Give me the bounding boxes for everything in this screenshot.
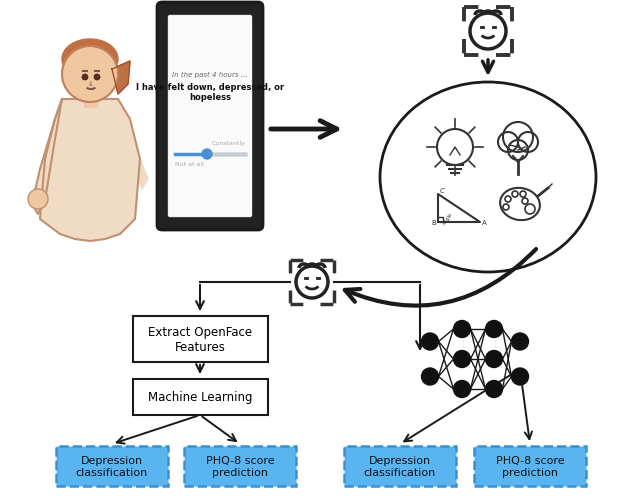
Text: In the past 4 hours ...: In the past 4 hours ...: [172, 72, 248, 78]
Ellipse shape: [62, 40, 118, 80]
Text: A: A: [482, 219, 486, 225]
FancyBboxPatch shape: [184, 446, 296, 486]
Text: C: C: [440, 188, 444, 193]
Circle shape: [28, 189, 48, 209]
Text: Machine Learning: Machine Learning: [148, 391, 252, 404]
Text: Depression
classification: Depression classification: [76, 455, 148, 477]
Text: PHQ-8 score
prediction: PHQ-8 score prediction: [496, 455, 564, 477]
FancyBboxPatch shape: [56, 446, 168, 486]
Circle shape: [454, 321, 470, 338]
Circle shape: [511, 368, 529, 385]
Circle shape: [422, 333, 438, 350]
FancyBboxPatch shape: [157, 3, 263, 230]
Text: Angle: Angle: [442, 211, 454, 226]
Circle shape: [94, 75, 100, 81]
Text: Not at all: Not at all: [175, 162, 204, 167]
Text: I have felt down, depressed, or
hopeless: I have felt down, depressed, or hopeless: [136, 83, 284, 102]
Text: Constantly: Constantly: [211, 140, 245, 145]
Circle shape: [82, 75, 88, 81]
FancyBboxPatch shape: [168, 16, 252, 217]
Text: Extract OpenFace
Features: Extract OpenFace Features: [148, 325, 252, 353]
FancyBboxPatch shape: [133, 379, 268, 415]
Polygon shape: [112, 62, 130, 95]
Text: B: B: [431, 219, 436, 225]
Text: Depression
classification: Depression classification: [364, 455, 436, 477]
Circle shape: [454, 351, 470, 368]
Circle shape: [422, 368, 438, 385]
Circle shape: [525, 204, 535, 214]
Circle shape: [202, 150, 212, 160]
FancyBboxPatch shape: [344, 446, 456, 486]
Polygon shape: [118, 100, 148, 189]
FancyBboxPatch shape: [133, 316, 268, 362]
Polygon shape: [40, 100, 140, 241]
Ellipse shape: [380, 83, 596, 273]
Polygon shape: [32, 100, 62, 214]
Circle shape: [486, 381, 502, 398]
Circle shape: [486, 321, 502, 338]
Text: PHQ-8 score
prediction: PHQ-8 score prediction: [205, 455, 275, 477]
Polygon shape: [84, 100, 98, 108]
FancyBboxPatch shape: [474, 446, 586, 486]
Circle shape: [454, 381, 470, 398]
Circle shape: [511, 333, 529, 350]
Circle shape: [486, 351, 502, 368]
Circle shape: [62, 47, 118, 103]
